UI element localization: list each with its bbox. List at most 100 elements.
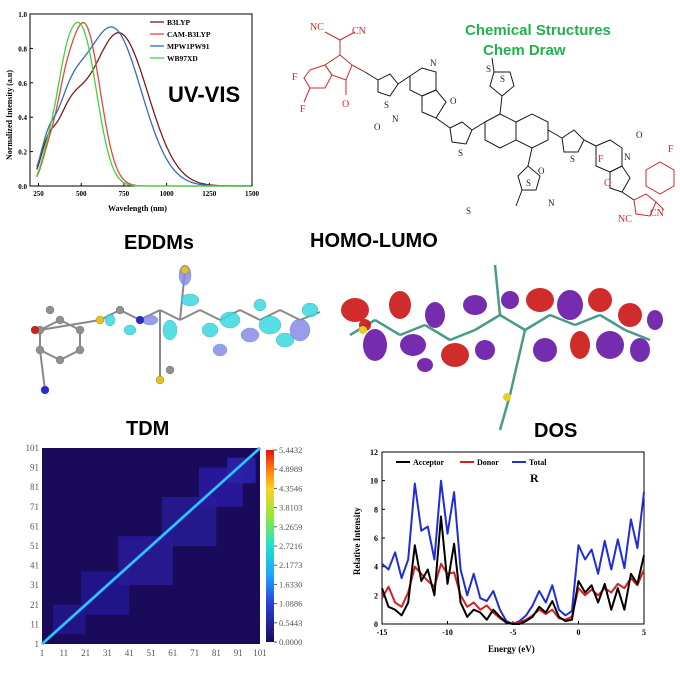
dos-xtick-label: 0 xyxy=(577,628,581,637)
tdm-ytick-label: 41 xyxy=(30,561,39,571)
eddm-molecule xyxy=(30,264,321,395)
uvvis-curve-wb97xd xyxy=(36,21,252,187)
atom-s-7: S xyxy=(570,154,575,164)
atom-cn-left: CN xyxy=(352,26,366,37)
uvvis-ytick-label: 0.6 xyxy=(18,80,27,88)
eddm-lobe xyxy=(258,315,282,335)
tdm-colorbar-label: 5.4432 xyxy=(279,445,302,455)
eddm-atom xyxy=(35,345,45,355)
atom-s-2: S xyxy=(458,148,463,158)
dos-line-total xyxy=(381,479,645,625)
atom-f-right-1: F xyxy=(598,154,604,165)
hl-bond xyxy=(449,328,476,342)
dos-xtick-label: -15 xyxy=(377,628,388,637)
dos-xtick-label: -10 xyxy=(442,628,453,637)
tdm-colorbar-label: 3.8103 xyxy=(279,503,302,513)
hl-lobe xyxy=(400,334,426,356)
tdm-label: TDM xyxy=(126,418,170,440)
hl-lobe xyxy=(417,358,433,372)
tdm-xtick-label: 11 xyxy=(59,648,68,658)
hl-lobe xyxy=(557,290,583,320)
uvvis-label: UV-VIS xyxy=(168,82,241,107)
hl-lobe xyxy=(363,329,387,361)
eddm-lobe xyxy=(141,314,159,326)
tdm-xtick-label: 41 xyxy=(125,648,134,658)
legend-total: Total xyxy=(529,458,547,467)
tdm-colorbar-label: 0.0000 xyxy=(279,637,302,647)
atom-s-4: S xyxy=(486,64,491,74)
atom-s-3: S xyxy=(500,74,505,84)
dos-ytick-label: 12 xyxy=(370,448,378,457)
core-atoms: N O O N S S S S S S S N O O N xyxy=(374,58,643,216)
eddm-bond xyxy=(159,309,181,321)
eddm-atom xyxy=(180,265,190,275)
eddm-lobe xyxy=(219,311,241,329)
hl-lobe xyxy=(596,331,624,359)
uvvis-curves xyxy=(36,21,252,187)
hl-lobe xyxy=(425,302,445,328)
tdm-ytick-label: 101 xyxy=(26,443,40,453)
dos-xlabel: Energy (eV) xyxy=(488,644,535,654)
dos-ylabel: Relative Intensity xyxy=(352,507,362,575)
atom-s-1: S xyxy=(384,100,389,110)
legend-cam-b3lyp: CAM-B3LYP xyxy=(167,30,211,39)
tdm-colorbar-label: 1.6330 xyxy=(279,579,302,589)
homo-lumo-bonds xyxy=(349,264,651,431)
hl-lobe xyxy=(630,338,650,362)
dos-xtick-label: 5 xyxy=(642,628,646,637)
eddm-atom xyxy=(75,345,85,355)
eddm-lobe xyxy=(253,298,267,312)
uvvis-chart: 0.0 0.2 0.4 0.6 0.8 1.0 250 500 750 1000 1250 1500… xyxy=(5,11,260,213)
uvvis-legend: B3LYP CAM-B3LYP MPW1PW91 WB97XD xyxy=(150,18,211,63)
eddm-lobe xyxy=(104,313,116,327)
eddm-lobe xyxy=(301,302,319,318)
uvvis-xtick-label: 1500 xyxy=(245,190,260,198)
hl-bond xyxy=(424,323,451,342)
hl-lobe xyxy=(389,291,411,319)
atom-o-4: O xyxy=(538,166,545,176)
tdm-colorbar-label: 4.3546 xyxy=(279,483,302,493)
tdm-ytick-label: 31 xyxy=(30,580,39,590)
chem-title-line2: Chem Draw xyxy=(483,42,566,59)
dos-y-ticks: 0 2 4 6 8 10 12 xyxy=(370,448,385,629)
eddm-bond xyxy=(179,309,201,321)
homo-lumo-orbitals xyxy=(341,264,663,431)
tdm-heatmap: 1111112121313141415151616171718181919110… xyxy=(26,443,303,658)
eddm-atom xyxy=(40,385,50,395)
atom-f-left-2: F xyxy=(300,104,306,115)
hl-sulfur-atom xyxy=(503,393,511,401)
dos-x-ticks: -15 -10 -5 0 5 xyxy=(377,621,646,637)
atom-f-left-1: F xyxy=(292,72,298,83)
atom-o-2: O xyxy=(374,122,381,132)
hl-bond xyxy=(599,313,626,332)
eddm-atom xyxy=(155,375,165,385)
hl-lobe xyxy=(526,288,554,312)
dos-chart: 0 2 4 6 8 10 12 -15 -10 -5 0 5 R Energy (eV) Relat… xyxy=(352,448,646,654)
dos-ytick-label: 10 xyxy=(370,477,378,486)
hl-lobe xyxy=(533,338,557,362)
uvvis-ytick-label: 0.0 xyxy=(18,183,27,191)
hl-lobe xyxy=(475,340,495,360)
hl-lobe xyxy=(647,310,663,330)
eddm-lobes xyxy=(104,264,319,357)
dos-panel-label: R xyxy=(530,471,539,485)
tdm-ytick-label: 1 xyxy=(35,639,40,649)
tdm-colorbar-label: 4.8989 xyxy=(279,464,302,474)
hl-bond xyxy=(499,313,526,332)
hl-lobe xyxy=(588,288,612,312)
left-end-group xyxy=(303,31,366,103)
dos-line-donor xyxy=(381,562,645,625)
tdm-colorbar-label: 2.1773 xyxy=(279,560,302,570)
tdm-axis-ticks: 1111112121313141415151616171718181919110… xyxy=(26,443,267,658)
atom-nc-right: NC xyxy=(618,214,632,225)
tdm-block xyxy=(227,457,256,484)
chem-title-line1: Chemical Structures xyxy=(465,22,611,39)
tdm-ytick-label: 71 xyxy=(30,502,39,512)
chemical-structure: NC CN F F O N O O N S S S S xyxy=(292,22,675,225)
atom-s-5: S xyxy=(526,178,531,188)
tdm-xtick-label: 21 xyxy=(81,648,90,658)
legend-donor: Donor xyxy=(477,458,499,467)
homo-lumo-label: HOMO-LUMO xyxy=(310,230,438,252)
eddm-lobe xyxy=(201,322,219,338)
tdm-xtick-label: 101 xyxy=(253,648,267,658)
